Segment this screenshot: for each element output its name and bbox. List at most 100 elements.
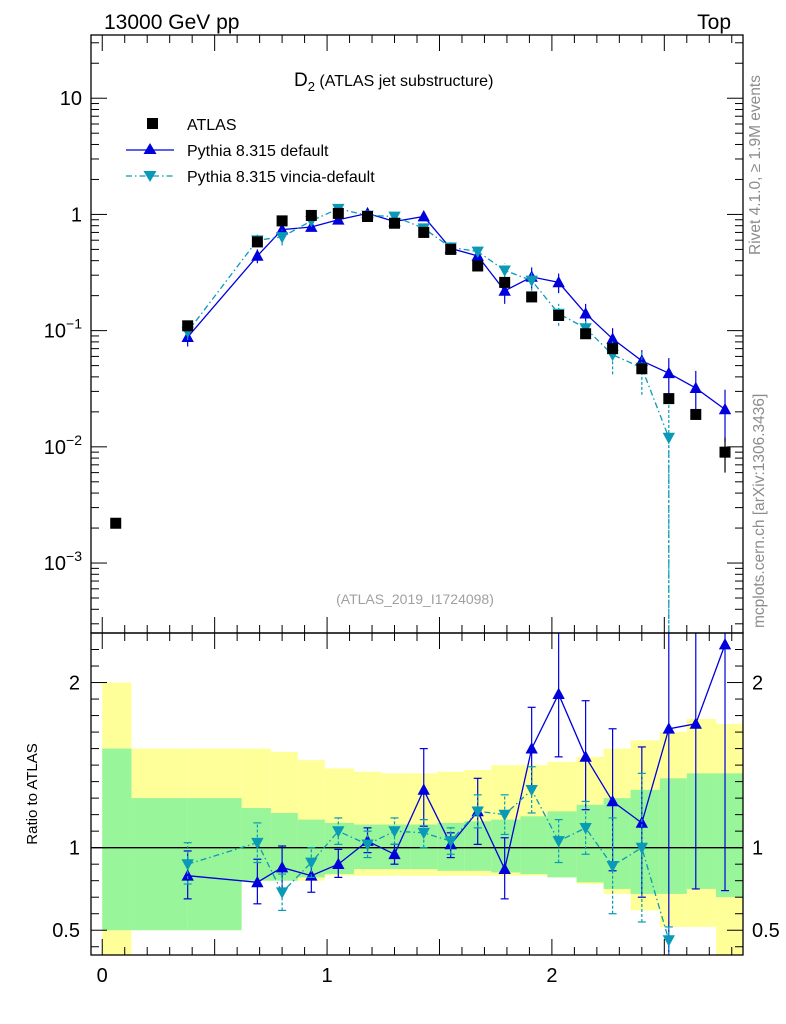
data-point-default [552, 275, 565, 288]
chart-title-main: D [294, 70, 308, 91]
y-tick-label-exponent: −2 [66, 432, 82, 448]
data-point-atlas [445, 243, 457, 255]
ratio-y-tick-label-left: 0.5 [52, 920, 80, 942]
uncertainty-band-green [520, 816, 548, 875]
data-point-atlas [663, 393, 675, 405]
ratio-point-default [417, 783, 430, 795]
data-point-atlas [305, 209, 317, 221]
ratio-point-vincia [444, 836, 457, 848]
ratio-x-axis: 0 1 2 [97, 633, 733, 987]
data-point-vincia [498, 265, 511, 277]
ratio-point-default [552, 687, 565, 699]
y-tick-label-base: 10 [44, 321, 66, 343]
data-point-atlas [580, 328, 592, 340]
data-point-vincia [525, 275, 538, 288]
ratio-point-default [388, 847, 401, 860]
ratio-y-tick-label-right: 0.5 [752, 920, 780, 942]
legend: ATLAS Pythia 8.315 default Pythia 8.315 … [126, 117, 375, 186]
y-tick-label: 1 [71, 204, 82, 226]
ratio-point-vincia [181, 859, 194, 871]
data-point-vincia [471, 246, 484, 258]
uncertainty-band-green [547, 811, 577, 878]
uncertainty-band-green [102, 748, 132, 931]
ratio-point-vincia [275, 887, 289, 899]
uncertainty-band-green [603, 798, 631, 889]
ratio-point-vincia [635, 842, 649, 855]
uncertainty-band-green [187, 798, 242, 931]
data-point-atlas [690, 408, 702, 420]
rivet-version-label: Rivet 4.1.0, ≥ 1.9M events [747, 75, 764, 255]
ratio-y-tick-label-left: 1 [69, 838, 80, 860]
x-tick-label: 0 [97, 965, 108, 987]
ratio-y-tick-label-left: 2 [69, 673, 80, 695]
uncertainty-band-green [716, 773, 743, 898]
x-tick-label: 1 [322, 965, 333, 987]
data-point-atlas [110, 517, 122, 529]
ratio-point-vincia [417, 827, 430, 840]
data-point-default [417, 209, 430, 222]
data-point-atlas [719, 446, 731, 458]
uncertainty-band-green [659, 778, 687, 894]
ratio-point-vincia [251, 837, 264, 850]
y-tick-label-exponent: −1 [66, 316, 82, 332]
ratio-point-default [181, 869, 194, 881]
ratio-point-default [498, 862, 511, 875]
uncertainty-band-green [686, 773, 717, 889]
y-tick-label-base: 10 [44, 553, 66, 575]
main-x-ticks [101, 35, 733, 633]
ratio-point-vincia [388, 826, 401, 838]
data-point-atlas [553, 309, 565, 321]
ratio-y-tick-label-right: 2 [752, 673, 763, 695]
ratio-point-default [525, 742, 538, 754]
ratio-y-tick-label-right: 1 [752, 838, 763, 860]
data-point-atlas [251, 236, 263, 248]
y-tick-label-exponent: −3 [66, 548, 82, 564]
ratio-point-default [579, 750, 592, 762]
ratio-point-default [251, 875, 264, 888]
main-plot-content [110, 203, 732, 633]
ratio-point-default [606, 794, 619, 807]
y-tick-label-base: 10 [44, 437, 66, 459]
ratio-point-vincia [525, 784, 538, 797]
legend-label-default: Pythia 8.315 default [187, 143, 329, 160]
ratio-point-vincia [579, 822, 592, 835]
ratio-point-vincia [552, 836, 565, 848]
ratio-y-axis: 2 2 1 1 0.5 0.5 [52, 632, 780, 948]
x-tick-label: 2 [546, 965, 557, 987]
legend-marker-default [143, 143, 157, 154]
data-point-default [689, 381, 702, 394]
data-point-atlas [636, 363, 648, 375]
ratio-point-default [689, 717, 702, 729]
data-point-default [332, 213, 345, 225]
chart-title-subscript: 2 [308, 79, 315, 94]
ratio-panel: 2 2 1 1 0.5 0.5 0 1 2 Ratio to ATLAS [24, 632, 780, 987]
data-point-default [662, 366, 675, 379]
legend-label-atlas: ATLAS [187, 117, 237, 134]
legend-label-vincia: Pythia 8.315 vincia-default [187, 169, 375, 186]
header-right: Top [697, 11, 731, 34]
ratio-point-default [635, 816, 649, 828]
ratio-point-vincia [361, 839, 374, 851]
data-point-default [251, 249, 264, 261]
data-point-atlas [418, 226, 430, 238]
ratio-point-default [718, 638, 732, 650]
chart-title-rest: (ATLAS jet substructure) [315, 73, 493, 90]
ratio-point-vincia [332, 826, 345, 838]
ratio-point-vincia [662, 935, 675, 947]
y-tick-label: 10 [60, 88, 82, 110]
data-point-default [498, 284, 511, 296]
data-point-atlas [607, 343, 619, 355]
data-point-default [275, 223, 289, 235]
data-point-atlas [332, 207, 344, 219]
uncertainty-band-green [576, 804, 604, 883]
data-point-atlas [276, 215, 288, 227]
ratio-point-vincia [606, 860, 619, 873]
y-tick-label: 10−3 [44, 548, 82, 575]
data-point-atlas [389, 217, 401, 229]
chart-title: D2 (ATLAS jet substructure) [294, 70, 493, 94]
ratio-point-default [275, 860, 289, 873]
ratio-point-default [332, 857, 345, 870]
data-point-atlas [499, 276, 511, 288]
